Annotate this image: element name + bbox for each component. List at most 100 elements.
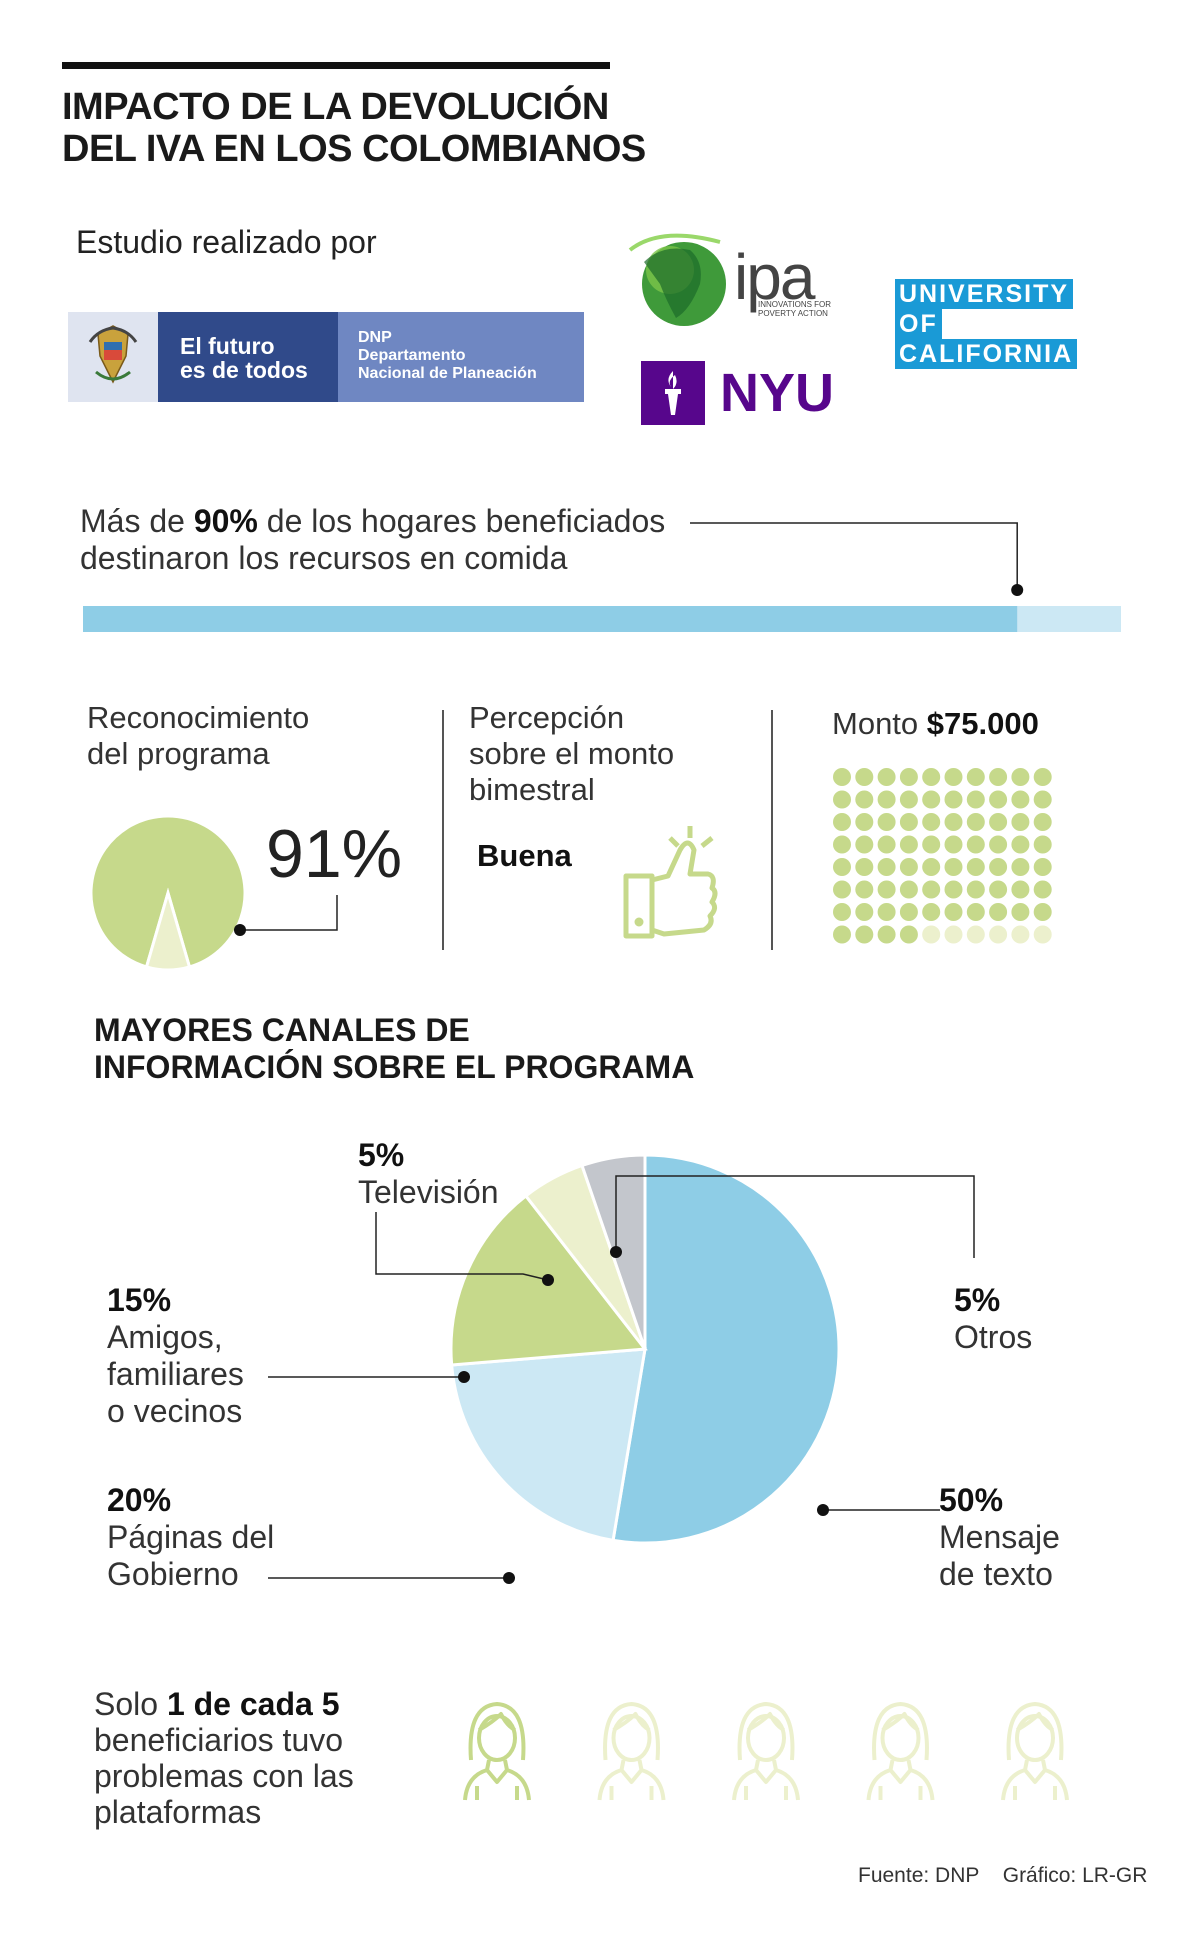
amount-dot — [833, 813, 851, 831]
channels-heading: MAYORES CANALES DE INFORMACIÓN SOBRE EL … — [94, 1012, 695, 1085]
person-icon — [866, 1702, 935, 1801]
pie-label-otros: 5% Otros — [954, 1282, 1033, 1355]
amount-dot — [922, 835, 941, 854]
amount-dot — [1033, 768, 1052, 786]
amount-dot — [899, 813, 918, 831]
person-icon — [597, 1702, 666, 1801]
amount-dot — [922, 903, 941, 921]
ipa-wordmark: ipa — [734, 241, 815, 313]
recognition-marker — [234, 924, 246, 936]
pie-label-television: 5% Televisión — [358, 1137, 499, 1210]
amount-dot — [1011, 858, 1030, 876]
amount-dot — [855, 835, 874, 854]
amount-dot — [922, 768, 941, 786]
amount-dot-grid — [833, 768, 1052, 944]
amount-dot — [899, 858, 918, 876]
amount-dot — [922, 790, 941, 809]
amount-dot — [989, 903, 1008, 921]
amount-dot — [989, 790, 1008, 809]
channels-slice-1 — [611, 1153, 841, 1545]
amount-dot — [966, 925, 985, 944]
perception-header: Percepción sobre el monto bimestral — [469, 700, 675, 807]
amount-dot — [877, 925, 896, 944]
recognition-header: Reconocimiento del programa — [87, 700, 310, 771]
amount-dot — [855, 925, 874, 944]
pie-leaders — [268, 1175, 975, 1579]
amount-dot — [966, 790, 985, 809]
dnp-name: DNP Departamento Nacional de Planeación — [338, 312, 584, 402]
thumbs-up-icon — [623, 826, 718, 939]
channels-slice-2 — [450, 1347, 647, 1543]
amount-dot — [855, 903, 874, 921]
amount-dot — [899, 835, 918, 854]
channels-pie — [449, 1153, 841, 1545]
amount-dot — [989, 835, 1008, 854]
person-icon — [1001, 1702, 1069, 1801]
food-bar-marker — [1011, 584, 1024, 596]
amount-dot — [877, 813, 896, 831]
amount-dot — [1033, 903, 1052, 921]
pie-label-paginas: 20% Páginas del Gobierno — [107, 1482, 275, 1592]
title-rule — [62, 62, 610, 69]
amount-dot — [944, 903, 963, 921]
dnp-logo: El futuro es de todos DNP Departamento N… — [68, 312, 584, 402]
amount-dot — [899, 903, 918, 921]
amount-dot — [944, 790, 963, 809]
amount-dot — [966, 835, 985, 854]
amount-dot — [899, 768, 918, 786]
amount-dot — [833, 768, 851, 786]
amount-dot — [922, 880, 941, 899]
perception-value: Buena — [477, 838, 572, 873]
amount-dot — [855, 768, 874, 786]
pie-label-amigos: 15% Amigos, familiares o vecinos — [107, 1282, 244, 1429]
amount-dot — [855, 880, 874, 899]
amount-dot — [833, 790, 851, 809]
amount-dot — [833, 858, 851, 876]
amount-dot — [1033, 835, 1052, 854]
amount-dot — [877, 790, 896, 809]
amount-dot — [966, 858, 985, 876]
amount-dot — [855, 790, 874, 809]
amount-dot — [944, 768, 963, 786]
amount-dot — [989, 813, 1008, 831]
amount-dot — [877, 858, 896, 876]
dnp-slogan: El futuro es de todos — [158, 312, 338, 402]
amount-dot — [855, 858, 874, 876]
amount-dot — [1033, 790, 1052, 809]
amount-dot — [899, 880, 918, 899]
recognition-leader — [240, 895, 338, 931]
pie-markers — [458, 1246, 829, 1584]
recognition-slice-rest — [144, 887, 192, 972]
amount-dot — [966, 903, 985, 921]
person-icon — [732, 1702, 800, 1801]
amount-dot — [966, 880, 985, 899]
pie-label-mensaje: 50% Mensaje de texto — [939, 1482, 1060, 1592]
amount-dot — [833, 903, 851, 921]
amount-dot — [833, 835, 851, 854]
amount-dot — [1011, 925, 1030, 944]
amount-dot — [1011, 790, 1030, 809]
nyu-wordmark: NYU — [720, 363, 835, 423]
amount-dot — [833, 880, 851, 899]
recognition-value: 91% — [266, 816, 403, 892]
amount-label: Monto $75.000 — [832, 706, 1039, 741]
amount-dot — [922, 858, 941, 876]
amount-dot — [1011, 903, 1030, 921]
beneficiaries-pictogram — [463, 1702, 1069, 1801]
university-of-california-logo: UNIVERSITY OF CALIFORNIA — [895, 279, 1078, 369]
amount-dot — [877, 903, 896, 921]
amount-dot — [1033, 880, 1052, 899]
amount-dot — [989, 880, 1008, 899]
food-bar-fill — [83, 606, 1018, 632]
amount-dot — [944, 835, 963, 854]
colombia-shield-icon — [68, 312, 158, 402]
amount-dot — [944, 858, 963, 876]
amount-dot — [877, 768, 896, 786]
amount-dot — [1033, 813, 1052, 831]
amount-dot — [922, 813, 941, 831]
amount-dot — [1011, 813, 1030, 831]
amount-dot — [833, 925, 851, 944]
amount-dot — [855, 813, 874, 831]
amount-dot — [1033, 925, 1052, 944]
